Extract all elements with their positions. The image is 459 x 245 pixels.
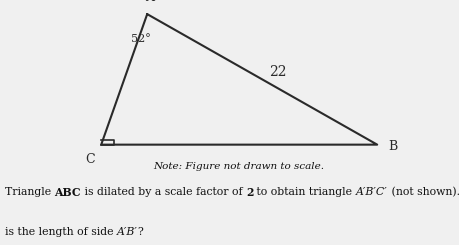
Text: A′B′: A′B′ bbox=[116, 227, 137, 237]
Text: C: C bbox=[85, 153, 94, 166]
Text: is dilated by a scale factor of: is dilated by a scale factor of bbox=[81, 187, 246, 197]
Text: A: A bbox=[145, 0, 154, 4]
Text: 22: 22 bbox=[269, 65, 286, 79]
Text: Note: Figure not drawn to scale.: Note: Figure not drawn to scale. bbox=[153, 162, 324, 171]
Text: 2: 2 bbox=[246, 187, 253, 197]
Text: to obtain triangle: to obtain triangle bbox=[253, 187, 355, 197]
Text: is the length of side: is the length of side bbox=[5, 227, 116, 237]
Text: 52°: 52° bbox=[131, 34, 151, 44]
Text: B: B bbox=[388, 140, 397, 153]
Text: A′B′C′: A′B′C′ bbox=[355, 187, 387, 197]
Text: (not shown). Wh: (not shown). Wh bbox=[387, 187, 459, 197]
Text: ?: ? bbox=[137, 227, 143, 237]
Text: Triangle: Triangle bbox=[5, 187, 54, 197]
Text: ABC: ABC bbox=[54, 187, 81, 197]
